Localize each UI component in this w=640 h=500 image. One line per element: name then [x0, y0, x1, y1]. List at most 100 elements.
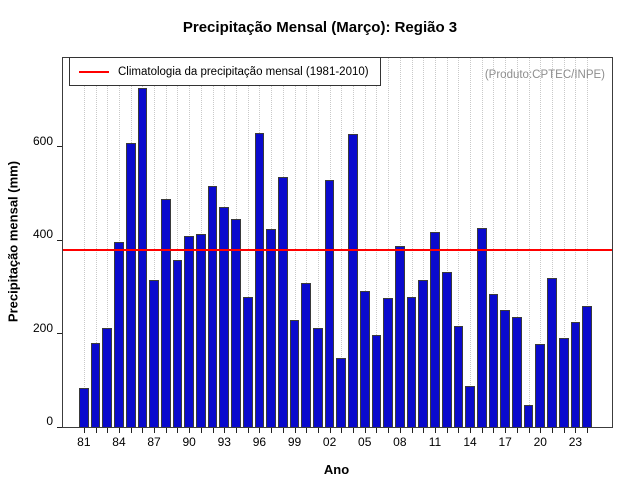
- bar: [453, 326, 464, 427]
- x-tick: [353, 428, 355, 433]
- bar: [242, 296, 253, 427]
- gridline: [364, 58, 366, 427]
- x-tick: [446, 428, 448, 433]
- bar: [348, 134, 358, 427]
- x-tick: [189, 428, 191, 433]
- bar-slot: 05: [358, 58, 371, 449]
- bar-slot: [558, 58, 569, 433]
- gridline: [563, 58, 565, 427]
- gridline: [423, 58, 425, 427]
- y-axis-title: Precipitação mensal (mm): [5, 160, 21, 323]
- bar: [324, 179, 335, 427]
- bar: [512, 317, 522, 427]
- x-tick-label: 02: [322, 435, 337, 449]
- bar: [277, 176, 288, 427]
- x-tick: [317, 428, 319, 433]
- bar-slot: [523, 58, 534, 433]
- x-tick: [130, 428, 132, 433]
- bar-slot: [476, 58, 487, 433]
- bar: [184, 235, 195, 427]
- bar: [383, 298, 393, 427]
- bar-slot: [207, 58, 218, 433]
- gridline: [317, 58, 319, 427]
- bar: [196, 233, 206, 427]
- bar: [172, 259, 183, 427]
- bar: [406, 296, 417, 427]
- bar-slot: 20: [534, 58, 547, 449]
- plot-area: 81 84 87 90 93 96 99 02 05 08 11 14 17 20 23 Climatolo…: [33, 57, 613, 449]
- bar: [114, 241, 124, 427]
- x-tick: [224, 428, 226, 433]
- bar-slot: 99: [288, 58, 301, 449]
- bar-slot: [242, 58, 253, 433]
- x-tick: [458, 428, 460, 433]
- bar: [254, 133, 265, 427]
- x-tick-label: 93: [217, 435, 231, 449]
- x-tick-label: 11: [428, 435, 442, 449]
- x-tick: [587, 428, 589, 433]
- gridline: [493, 58, 495, 427]
- gridline: [376, 58, 378, 427]
- bar: [231, 219, 241, 427]
- bar-slot: [102, 58, 113, 433]
- x-tick: [142, 428, 144, 433]
- x-tick: [434, 428, 436, 433]
- gridline: [399, 58, 401, 427]
- bar: [394, 245, 405, 427]
- bar: [441, 271, 452, 427]
- bar-slot: [582, 58, 592, 433]
- gridline: [446, 58, 448, 427]
- x-tick: [154, 428, 156, 433]
- x-tick-label: 20: [533, 435, 547, 449]
- gridline: [575, 58, 577, 427]
- x-tick: [200, 428, 202, 433]
- bar-slot: [418, 58, 429, 433]
- gridline: [470, 58, 472, 427]
- bar: [313, 327, 323, 427]
- x-tick: [493, 428, 495, 433]
- gridline: [341, 58, 343, 427]
- legend-box: Climatologia da precipitação mensal (198…: [69, 57, 381, 86]
- bar: [359, 290, 370, 427]
- x-tick-label: 84: [112, 435, 126, 449]
- bar-slot: 23: [569, 58, 582, 449]
- y-tick-label: 600: [32, 133, 53, 148]
- bar: [79, 387, 89, 427]
- x-tick: [271, 428, 273, 433]
- bar-slot: [348, 58, 358, 433]
- x-tick: [575, 428, 577, 433]
- x-tick: [177, 428, 179, 433]
- legend-redline-swatch: [79, 70, 109, 73]
- x-tick-label: 99: [287, 435, 302, 449]
- x-tick: [118, 428, 120, 433]
- bar-slot: [488, 58, 499, 433]
- bar: [488, 294, 499, 427]
- bar-slot: [453, 58, 464, 433]
- x-tick: [329, 428, 331, 433]
- x-tick-label: 96: [252, 435, 267, 449]
- gridline: [247, 58, 249, 427]
- bar: [125, 143, 136, 427]
- gridline: [411, 58, 413, 427]
- bar-slot: [266, 58, 276, 433]
- gridline: [95, 58, 97, 427]
- x-tick: [563, 428, 565, 433]
- bar-slot: [125, 58, 136, 433]
- bar-slot: [336, 58, 347, 433]
- bar: [102, 328, 113, 427]
- x-tick-label: 08: [393, 435, 407, 449]
- legend-label: Climatologia da precipitação mensal (198…: [118, 65, 369, 78]
- climatology-reference-line: [63, 248, 612, 251]
- bar-slot: [301, 58, 312, 433]
- bar-slot: 81: [77, 58, 91, 449]
- x-tick: [470, 428, 472, 433]
- x-tick: [388, 428, 390, 433]
- bar: [465, 385, 475, 427]
- gridline: [458, 58, 460, 427]
- gridline: [83, 58, 85, 427]
- gridline: [177, 58, 179, 427]
- x-tick: [551, 428, 553, 433]
- bar-slot: 90: [182, 58, 196, 449]
- gridline: [505, 58, 507, 427]
- x-tick: [95, 428, 97, 433]
